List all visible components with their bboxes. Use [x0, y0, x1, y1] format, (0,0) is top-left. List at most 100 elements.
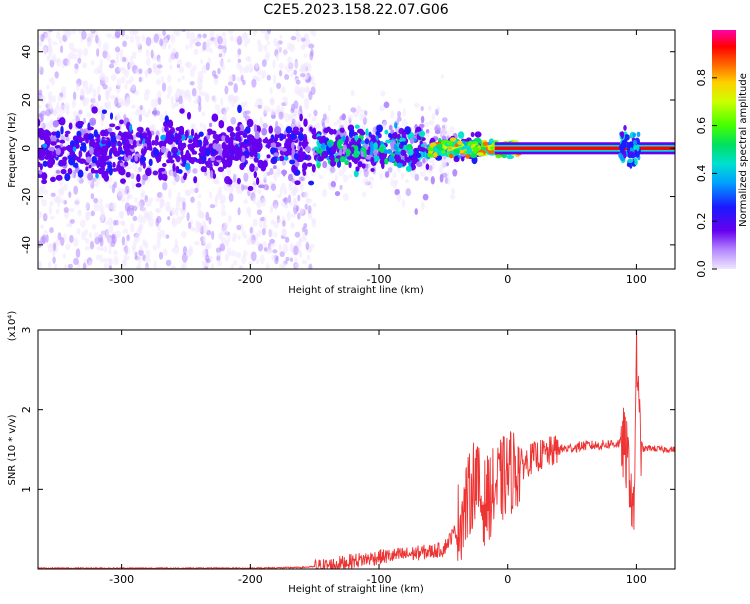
heatmap-cell	[144, 265, 150, 269]
heatmap-cell	[44, 33, 51, 41]
heatmap-cell	[267, 107, 272, 113]
heatmap-cell	[175, 127, 181, 131]
heatmap-cell	[129, 35, 134, 44]
heatmap-cell	[80, 89, 86, 97]
heatmap-cell	[276, 157, 280, 161]
heatmap-cell	[187, 93, 192, 103]
heatmap-cell	[198, 157, 203, 165]
heatmap-cell	[109, 112, 114, 120]
heatmap-cell	[222, 37, 228, 47]
heatmap-cell	[487, 150, 495, 155]
heatmap-cell	[75, 248, 81, 258]
heatmap-cell	[111, 233, 115, 244]
heatmap-cell	[404, 179, 409, 184]
heatmap-cell	[50, 76, 55, 86]
heatmap-cell	[449, 137, 457, 142]
heatmap-cell	[285, 126, 293, 134]
heatmap-cell	[227, 94, 233, 102]
heatmap-cell	[38, 118, 41, 127]
heatmap-cell	[287, 62, 292, 68]
heatmap-cell	[97, 94, 101, 102]
heatmap-cell	[69, 219, 75, 224]
heatmap-cell	[243, 150, 250, 156]
heatmap-cell	[70, 172, 75, 178]
heatmap-cell	[628, 158, 634, 164]
heatmap-cell	[74, 198, 80, 206]
heatmap-cell	[147, 67, 152, 74]
heatmap-cell	[50, 135, 57, 143]
heatmap-cell	[225, 134, 230, 144]
heatmap-cell	[41, 172, 48, 181]
heatmap-cell	[255, 62, 259, 69]
heatmap-cell	[93, 68, 100, 75]
heatmap-cell	[90, 210, 95, 217]
heatmap-cell	[280, 86, 286, 94]
heatmap-cell	[129, 76, 134, 83]
heatmap-cell	[451, 187, 456, 195]
heatmap-cell	[198, 152, 204, 157]
heatmap-cell	[287, 194, 292, 204]
heatmap-x-label: Height of straight line (km)	[288, 285, 424, 296]
heatmap-cell	[106, 52, 111, 62]
heatmap-cell	[269, 205, 274, 210]
heatmap-cell	[294, 257, 298, 264]
heatmap-cell	[99, 157, 105, 162]
heatmap-cell	[101, 109, 107, 114]
heatmap-cell	[71, 30, 76, 35]
heatmap-cell	[129, 124, 133, 132]
heatmap-cell	[303, 86, 310, 93]
heatmap-cell	[400, 149, 407, 156]
heatmap-cell	[321, 150, 329, 159]
heatmap-cell	[236, 177, 241, 185]
heatmap-cell	[273, 171, 277, 182]
heatmap-cell	[360, 109, 365, 114]
x-tick-label: 100	[626, 273, 647, 286]
heatmap-cell	[446, 140, 453, 146]
heatmap-cell	[113, 181, 118, 189]
heatmap-cell	[93, 197, 99, 204]
heatmap-cell	[447, 177, 451, 186]
heatmap-cell	[216, 251, 222, 257]
heatmap-cell	[210, 157, 215, 162]
heatmap-cell	[214, 197, 219, 208]
snr-frame	[37, 329, 676, 570]
heatmap-cell	[333, 121, 338, 127]
heatmap-cell	[115, 126, 121, 130]
heatmap-cell	[306, 162, 313, 167]
heatmap-cell	[149, 197, 154, 202]
heatmap-cell	[476, 152, 484, 156]
heatmap-cell	[167, 74, 172, 83]
heatmap-cell	[106, 257, 113, 263]
heatmap-cell	[232, 259, 238, 266]
heatmap-cell	[447, 150, 456, 154]
heatmap-cell	[82, 262, 87, 269]
heatmap-cell	[65, 243, 71, 250]
heatmap-cell	[58, 36, 63, 45]
heatmap-cell	[52, 41, 58, 46]
heatmap-cell	[117, 187, 123, 197]
heatmap-cell	[304, 228, 308, 236]
heatmap-cell	[269, 87, 273, 95]
heatmap-cell	[636, 144, 640, 152]
heatmap-cell	[369, 140, 374, 150]
heatmap-cell	[330, 146, 337, 154]
heatmap-cell	[122, 174, 127, 179]
heatmap-cell	[384, 157, 389, 165]
heatmap-cell	[294, 263, 300, 269]
heatmap-cell	[68, 42, 75, 51]
heatmap-cell	[181, 230, 187, 239]
heatmap-cell	[298, 250, 303, 259]
heatmap-cell	[241, 254, 247, 265]
heatmap-cell	[410, 168, 416, 178]
heatmap-cell	[230, 116, 237, 125]
heatmap-cell	[300, 37, 306, 42]
heatmap-cell	[195, 94, 199, 104]
heatmap-cell	[46, 149, 53, 156]
heatmap-cell	[401, 118, 408, 128]
heatmap-cell	[99, 159, 107, 168]
heatmap-cell	[157, 97, 162, 105]
heatmap-cell	[75, 121, 79, 128]
heatmap-cell	[297, 194, 301, 202]
heatmap-cell	[152, 244, 157, 251]
heatmap-cell	[172, 180, 177, 186]
